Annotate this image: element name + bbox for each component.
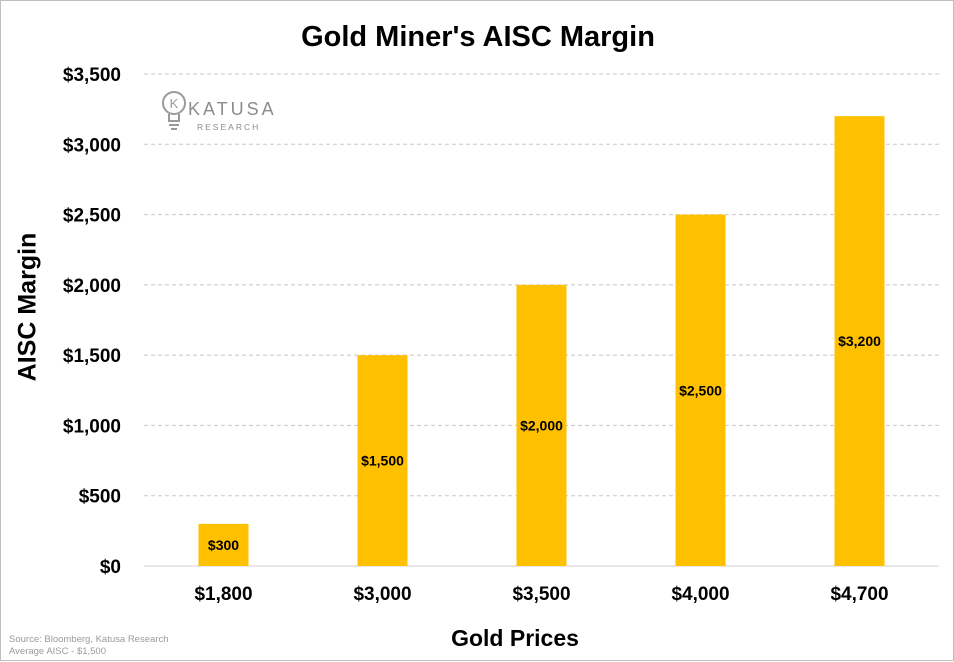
- x-tick-label: $3,500: [512, 584, 570, 605]
- bar: [357, 355, 408, 566]
- bar: [198, 523, 249, 566]
- y-tick-label: $1,000: [63, 416, 121, 437]
- data-labels: $300 $1,500 $2,000 $2,500 $3,200: [208, 333, 881, 553]
- bars: [198, 116, 885, 567]
- x-tick-label: $1,800: [194, 584, 252, 605]
- data-label: $1,500: [361, 453, 404, 469]
- bar: [834, 116, 885, 567]
- x-tick-label: $3,000: [353, 584, 411, 605]
- y-tick-label: $1,500: [63, 346, 121, 367]
- bar: [675, 214, 726, 567]
- y-tick-label: $500: [79, 487, 121, 508]
- average-aisc-note: Average AISC - $1,500: [9, 646, 106, 657]
- x-tick-label: $4,000: [671, 584, 729, 605]
- chart-title: Gold Miner's AISC Margin: [301, 21, 655, 53]
- data-label: $2,500: [679, 382, 722, 398]
- bar: [516, 284, 567, 566]
- logo-letter: K: [170, 96, 179, 111]
- data-label: $300: [208, 537, 239, 553]
- y-tick-label: $3,000: [63, 135, 121, 156]
- x-ticks: $1,800 $3,000 $3,500 $4,000 $4,700: [194, 584, 888, 605]
- y-ticks: $0 $500 $1,000 $1,500 $2,000 $2,500 $3,000 $3,5…: [63, 65, 121, 578]
- source-line: Source: Bloomberg, Katusa Research: [9, 634, 169, 645]
- logo-name: KATUSA: [188, 99, 277, 119]
- y-tick-label: $2,000: [63, 276, 121, 297]
- y-tick-label: $3,500: [63, 65, 121, 86]
- data-label: $2,000: [520, 417, 563, 433]
- source-note: Source: Bloomberg, Katusa Research Avera…: [9, 634, 168, 658]
- data-label: $3,200: [838, 333, 881, 349]
- y-tick-label: $0: [100, 557, 121, 578]
- y-tick-label: $2,500: [63, 206, 121, 227]
- katusa-logo: K KATUSA RESEARCH: [161, 87, 301, 139]
- x-tick-label: $4,700: [830, 584, 888, 605]
- x-axis-label: Gold Prices: [451, 625, 579, 651]
- logo-subtitle: RESEARCH: [197, 122, 261, 132]
- lightbulb-icon: K: [162, 91, 186, 130]
